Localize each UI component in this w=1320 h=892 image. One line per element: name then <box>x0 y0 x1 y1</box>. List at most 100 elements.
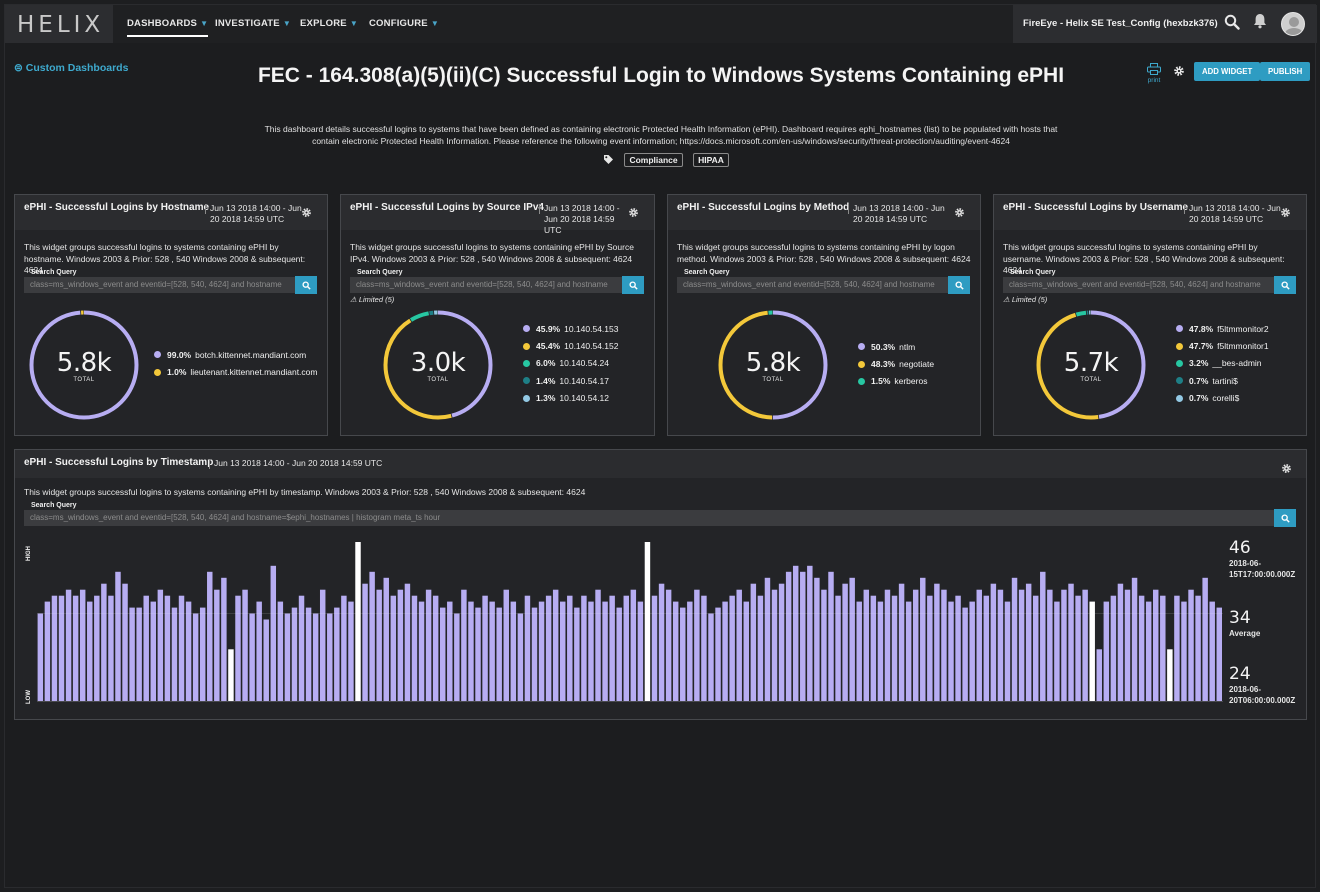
histogram-bar[interactable] <box>362 583 368 701</box>
histogram-bar[interactable] <box>277 601 284 701</box>
histogram-bar[interactable] <box>665 589 672 701</box>
histogram-bar[interactable] <box>743 601 750 701</box>
histogram-bar[interactable] <box>150 601 157 701</box>
histogram-bar[interactable] <box>383 577 389 701</box>
histogram-bar[interactable] <box>256 601 262 701</box>
histogram-bar[interactable] <box>517 613 524 702</box>
histogram-bar[interactable] <box>1047 589 1053 701</box>
widget-settings-gear-icon[interactable] <box>1280 205 1291 223</box>
histogram-bar[interactable] <box>1195 595 1201 701</box>
legend-item[interactable]: 1.5% kerberos <box>858 373 934 390</box>
widget-settings-gear-icon[interactable] <box>954 205 965 223</box>
histogram-bar[interactable] <box>185 601 192 701</box>
histogram-bar[interactable] <box>1209 601 1215 701</box>
histogram-bar[interactable] <box>390 595 397 701</box>
donut-slice-0[interactable] <box>383 310 493 420</box>
histogram-bar[interactable] <box>37 613 44 702</box>
search-query-input[interactable]: class=ms_windows_event and eventid=[528,… <box>1003 277 1275 293</box>
histogram-bar[interactable] <box>136 607 142 701</box>
histogram-bar[interactable] <box>1160 595 1166 701</box>
histogram-bar[interactable] <box>644 542 651 701</box>
histogram-bar[interactable] <box>143 595 149 701</box>
histogram-bar[interactable] <box>411 595 418 701</box>
nav-configure[interactable]: CONFIGURE ▼ <box>369 18 439 29</box>
histogram-bar[interactable] <box>976 589 982 701</box>
histogram-bar[interactable] <box>1138 595 1145 701</box>
histogram-bar[interactable] <box>1167 649 1173 701</box>
histogram-bar[interactable] <box>192 613 199 702</box>
histogram-bar[interactable] <box>341 595 347 701</box>
histogram-bar[interactable] <box>863 589 870 701</box>
donut-slice-0[interactable] <box>718 310 828 420</box>
histogram-bar[interactable] <box>821 589 827 701</box>
histogram-bar[interactable] <box>468 601 474 701</box>
histogram-bar[interactable] <box>1075 595 1081 701</box>
histogram-bar[interactable] <box>764 577 771 701</box>
histogram-bar[interactable] <box>1131 577 1138 701</box>
helix-logo[interactable]: HELIX <box>17 12 105 38</box>
histogram-bar[interactable] <box>927 595 933 701</box>
search-query-button[interactable] <box>948 276 970 294</box>
histogram-bar[interactable] <box>397 589 404 701</box>
search-query-button[interactable] <box>1274 276 1296 294</box>
histogram-bar[interactable] <box>1145 601 1152 701</box>
nav-explore[interactable]: EXPLORE ▼ <box>300 18 358 29</box>
histogram-bar[interactable] <box>475 607 481 701</box>
histogram-bar[interactable] <box>722 601 728 701</box>
histogram-bar[interactable] <box>319 589 326 701</box>
avatar[interactable] <box>1281 12 1305 36</box>
histogram-bar[interactable] <box>595 589 601 701</box>
legend-item[interactable]: 1.4% 10.140.54.17 <box>523 372 618 389</box>
histogram-bar[interactable] <box>757 595 764 701</box>
histogram-bar[interactable] <box>1032 595 1039 701</box>
search-icon[interactable] <box>1224 14 1240 35</box>
histogram-bar[interactable] <box>157 589 164 701</box>
histogram-bar[interactable] <box>1096 649 1102 701</box>
histogram-bar[interactable] <box>355 542 361 701</box>
histogram-bar[interactable] <box>1202 577 1208 701</box>
histogram-bar[interactable] <box>94 595 100 701</box>
histogram-bar[interactable] <box>108 595 114 701</box>
donut-slice-1[interactable] <box>718 310 828 420</box>
search-query-input[interactable]: class=ms_windows_event and eventid=[528,… <box>677 277 949 293</box>
add-widget-button[interactable]: ADD WIDGET <box>1194 62 1261 81</box>
histogram-bar[interactable] <box>404 583 411 701</box>
legend-item[interactable]: 47.7% f5ltmmonitor1 <box>1176 337 1269 354</box>
histogram-bar[interactable] <box>934 583 940 701</box>
histogram-bar[interactable] <box>129 607 135 701</box>
search-query-input[interactable]: class=ms_windows_event and eventid=[528,… <box>24 510 1274 526</box>
legend-item[interactable]: 48.3% negotiate <box>858 355 934 372</box>
histogram-bar[interactable] <box>249 613 255 702</box>
histogram-bar[interactable] <box>461 589 467 701</box>
histogram-bar[interactable] <box>800 571 806 701</box>
histogram-bar[interactable] <box>510 601 517 701</box>
histogram-bar[interactable] <box>1188 589 1194 701</box>
histogram-bar[interactable] <box>178 595 185 701</box>
dashboard-settings-gear-icon[interactable] <box>1173 64 1185 82</box>
legend-item[interactable]: 6.0% 10.140.54.24 <box>523 355 618 372</box>
histogram-bar[interactable] <box>792 565 799 701</box>
histogram-bar[interactable] <box>891 595 898 701</box>
donut-slice-1[interactable] <box>383 310 493 420</box>
histogram-bar[interactable] <box>1054 601 1060 701</box>
search-query-button[interactable] <box>1274 509 1296 527</box>
histogram-bar[interactable] <box>263 619 269 702</box>
histogram-bar[interactable] <box>1025 583 1032 701</box>
histogram-bar[interactable] <box>284 613 291 702</box>
histogram-bar[interactable] <box>680 607 686 701</box>
histogram-bar[interactable] <box>1061 589 1067 701</box>
histogram-bar[interactable] <box>658 583 665 701</box>
widget-settings-gear-icon[interactable] <box>628 205 639 223</box>
histogram-bar[interactable] <box>432 595 439 701</box>
histogram-bar[interactable] <box>482 595 488 701</box>
legend-item[interactable]: 47.8% f5ltmmonitor2 <box>1176 320 1269 337</box>
histogram-bar[interactable] <box>1110 595 1117 701</box>
histogram-bar[interactable] <box>171 607 178 701</box>
histogram-bar[interactable] <box>1124 589 1131 701</box>
histogram-bar[interactable] <box>842 583 848 701</box>
histogram-bar[interactable] <box>1004 601 1011 701</box>
histogram-bar[interactable] <box>447 601 453 701</box>
histogram-bar[interactable] <box>305 607 312 701</box>
histogram-bar[interactable] <box>1103 601 1110 701</box>
widget-settings-gear-icon[interactable] <box>1281 461 1292 479</box>
